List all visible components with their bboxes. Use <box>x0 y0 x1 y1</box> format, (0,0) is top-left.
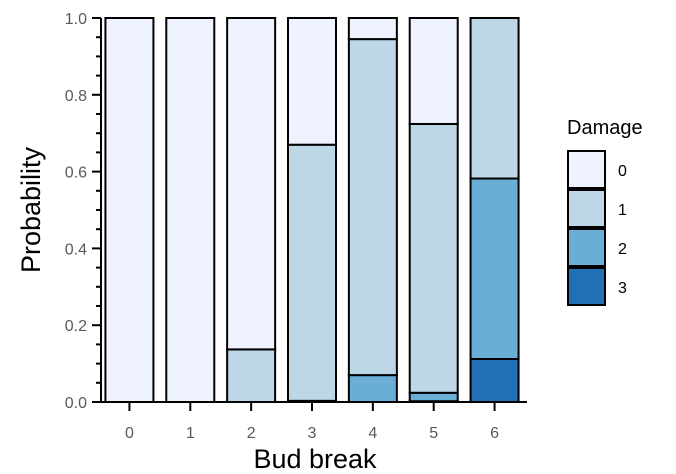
bar-segment-damage-0 <box>347 17 398 41</box>
bar-stack-6 <box>469 17 520 404</box>
bar-stack-5 <box>408 17 459 403</box>
bar-segment-damage-1 <box>347 38 398 377</box>
x-tick-label: 3 <box>308 425 317 442</box>
x-tick-label: 6 <box>490 425 499 442</box>
x-axis: 0 1 2 3 4 5 6 <box>100 401 527 442</box>
bar-segment-damage-2 <box>469 177 520 360</box>
x-tick-label: 4 <box>368 425 377 442</box>
legend-label-3: 3 <box>618 280 627 297</box>
y-tick-label: 0.0 <box>65 395 87 412</box>
y-tick-label: 0.4 <box>65 241 87 258</box>
bar-stack-1 <box>165 17 216 403</box>
legend-swatch-2 <box>567 228 606 267</box>
bar-segment-damage-2 <box>408 391 459 403</box>
legend-swatch-1 <box>567 189 606 228</box>
x-tick-label: 5 <box>429 425 438 442</box>
y-tick-label: 0.2 <box>65 318 87 335</box>
y-axis: 0.0 0.2 0.4 0.6 0.8 1.0 <box>65 11 102 412</box>
legend-title: Damage <box>567 117 643 139</box>
x-tick-label: 0 <box>125 425 134 442</box>
bar-stack-3 <box>287 17 337 403</box>
y-tick-label: 0.8 <box>65 88 87 105</box>
bar-segment-damage-1 <box>469 17 520 180</box>
bar-segment-damage-1 <box>408 122 459 394</box>
legend-label-2: 2 <box>618 241 627 258</box>
legend-label-1: 1 <box>618 202 627 219</box>
bar-segment-damage-1 <box>287 143 337 402</box>
bar-stack-4 <box>347 17 398 403</box>
bar-segment-damage-0 <box>104 17 155 403</box>
x-tick-label: 1 <box>186 425 195 442</box>
bar-segment-damage-0 <box>408 17 459 125</box>
bar-segment-damage-0 <box>287 17 337 146</box>
y-tick-label: 1.0 <box>65 11 87 28</box>
x-axis-title: Bud break <box>253 444 377 474</box>
y-axis-title: Probability <box>16 146 46 273</box>
legend-label-0: 0 <box>618 163 627 180</box>
bars <box>104 17 520 404</box>
bar-stack-0 <box>104 17 155 403</box>
bar-segment-damage-1 <box>226 348 277 403</box>
bar-segment-damage-0 <box>165 17 216 403</box>
x-tick-label: 2 <box>247 425 256 442</box>
legend-swatch-0 <box>567 150 606 189</box>
y-tick-label: 0.6 <box>65 165 87 182</box>
bar-stack-2 <box>226 17 277 403</box>
legend-swatch-3 <box>567 267 606 306</box>
bar-segment-damage-0 <box>226 17 277 351</box>
legend: Damage 0 1 2 3 <box>567 117 643 306</box>
bar-segment-damage-2 <box>347 374 398 403</box>
bar-segment-damage-3 <box>469 357 520 404</box>
